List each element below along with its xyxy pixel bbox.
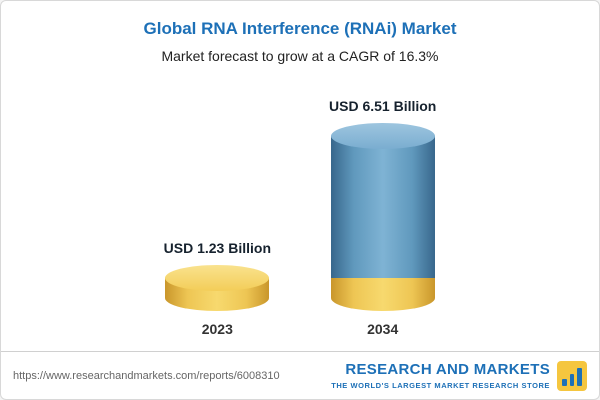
bar-2023-cylinder-top <box>165 265 270 291</box>
chart-title: Global RNA Interference (RNAi) Market <box>143 19 457 38</box>
bar-2034-cylinder-body <box>330 136 435 311</box>
source-url: https://www.researchandmarkets.com/repor… <box>13 369 280 382</box>
bar-chart-icon-bar <box>562 378 567 386</box>
brand-text: RESEARCH AND MARKETS THE WORLD'S LARGEST… <box>331 361 550 390</box>
bar-2034-cylinder <box>330 123 435 311</box>
bar-chart-icon <box>557 360 587 391</box>
bar-chart-icon-bar <box>577 367 583 386</box>
chart-header: Global RNA Interference (RNAi) Market Ma… <box>1 1 599 64</box>
bar-2023-category-label: 2023 <box>201 321 233 337</box>
bar-2023-value-label: USD 1.23 Billion <box>163 240 271 256</box>
bar-group-2034: USD 6.51 Billion 2034 <box>329 98 436 337</box>
footer: https://www.researchandmarkets.com/repor… <box>1 351 599 399</box>
bar-2034-value-label: USD 6.51 Billion <box>329 98 437 114</box>
bar-2023-cylinder <box>165 265 270 311</box>
brand-name: RESEARCH AND MARKETS <box>345 361 550 378</box>
bar-2034-base-segment <box>330 278 435 311</box>
chart-area: USD 1.23 Billion 2023 USD 6.51 Billion 2… <box>1 64 599 351</box>
chart-subtitle: Market forecast to grow at a CAGR of 16.… <box>161 48 439 64</box>
brand-logo: RESEARCH AND MARKETS THE WORLD'S LARGEST… <box>331 360 587 391</box>
brand-tagline: THE WORLD'S LARGEST MARKET RESEARCH STOR… <box>331 381 550 390</box>
bar-2034-cylinder-top <box>330 123 435 149</box>
bar-2034-category-label: 2034 <box>367 321 399 337</box>
bar-chart-icon-bar <box>569 373 575 386</box>
bar-group-2023: USD 1.23 Billion 2023 <box>164 240 271 337</box>
bar-2034-blue-segment <box>330 136 435 278</box>
